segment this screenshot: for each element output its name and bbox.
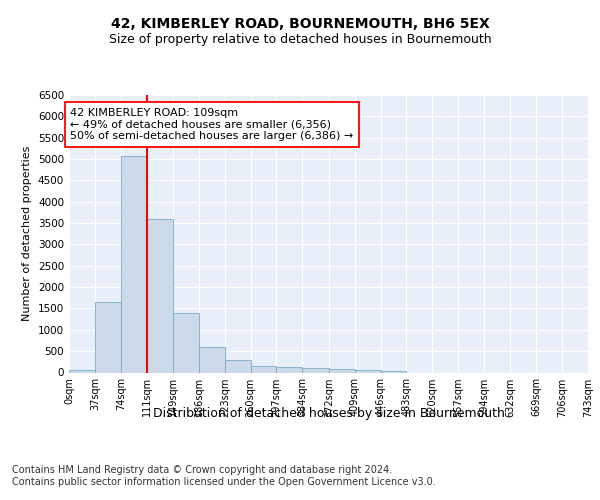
- Text: 42, KIMBERLEY ROAD, BOURNEMOUTH, BH6 5EX: 42, KIMBERLEY ROAD, BOURNEMOUTH, BH6 5EX: [110, 18, 490, 32]
- Bar: [69, 370, 95, 372]
- Text: Size of property relative to detached houses in Bournemouth: Size of property relative to detached ho…: [109, 32, 491, 46]
- Bar: [277, 366, 302, 372]
- Y-axis label: Number of detached properties: Number of detached properties: [22, 146, 32, 322]
- Bar: [95, 302, 121, 372]
- Bar: [302, 368, 329, 372]
- Bar: [121, 156, 146, 372]
- Bar: [251, 366, 277, 372]
- Bar: [329, 369, 355, 372]
- Text: Contains HM Land Registry data © Crown copyright and database right 2024.
Contai: Contains HM Land Registry data © Crown c…: [12, 465, 436, 486]
- Bar: [380, 371, 406, 372]
- Text: 42 KIMBERLEY ROAD: 109sqm
← 49% of detached houses are smaller (6,356)
50% of se: 42 KIMBERLEY ROAD: 109sqm ← 49% of detac…: [70, 108, 353, 141]
- Bar: [225, 360, 251, 372]
- Bar: [173, 312, 199, 372]
- Bar: [146, 219, 173, 372]
- Text: Distribution of detached houses by size in Bournemouth: Distribution of detached houses by size …: [153, 408, 505, 420]
- Bar: [355, 370, 380, 372]
- Bar: [199, 347, 225, 372]
